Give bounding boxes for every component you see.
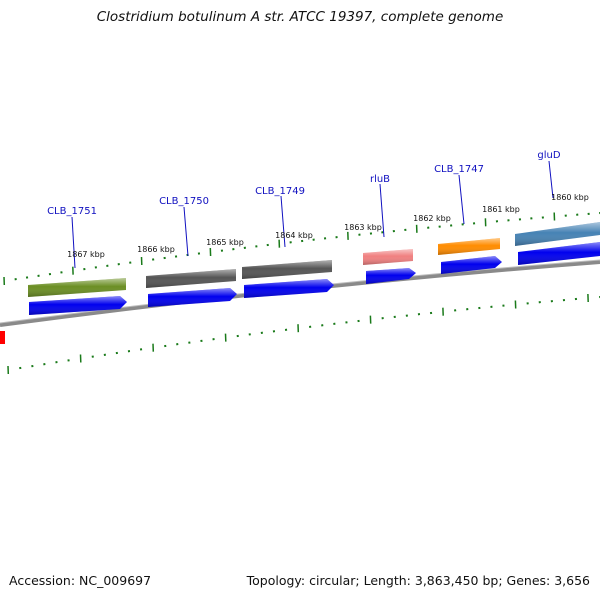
- scale-label-1861: 1861 kbp: [482, 205, 520, 214]
- scale-label-1863: 1863 kbp: [344, 223, 382, 232]
- scale-label-1865: 1865 kbp: [206, 238, 244, 247]
- offscreen-feature: [0, 331, 5, 344]
- cds-arrow-clb-1751[interactable]: [29, 296, 127, 315]
- scale-label-1862: 1862 kbp: [413, 214, 451, 223]
- cds-arrow-glud[interactable]: [518, 242, 600, 265]
- gene-label-glud[interactable]: gluD: [537, 150, 560, 161]
- scale-label-1860: 1860 kbp: [551, 193, 589, 202]
- gene-feature-clb-1749[interactable]: [242, 260, 332, 279]
- gene-label-clb-1750[interactable]: CLB_1750: [159, 196, 209, 207]
- cds-arrow-clb-1750[interactable]: [148, 288, 237, 307]
- cds-arrow-rlub[interactable]: [366, 268, 416, 284]
- lower-scale-ticks: [7, 293, 600, 375]
- genome-summary-label: Topology: circular; Length: 3,863,450 bp…: [246, 573, 590, 588]
- gene-label-rlub[interactable]: rluB: [370, 174, 390, 185]
- gene-feature-clb-1751[interactable]: [28, 278, 126, 297]
- scale-label-1866: 1866 kbp: [137, 245, 175, 254]
- gene-label-clb-1747[interactable]: CLB_1747: [434, 164, 484, 175]
- gene-feature-glud[interactable]: [515, 222, 600, 246]
- gene-label-clb-1751[interactable]: CLB_1751: [47, 206, 97, 217]
- gene-label-leaders: [71, 160, 554, 269]
- cds-arrow-clb-1749[interactable]: [244, 279, 334, 298]
- gene-feature-clb-1750[interactable]: [146, 269, 236, 288]
- accession-label: Accession: NC_009697: [9, 573, 152, 588]
- upper-scale-ticks: [3, 212, 600, 286]
- scale-label-1867: 1867 kbp: [67, 250, 105, 259]
- gene-label-clb-1749[interactable]: CLB_1749: [255, 186, 305, 197]
- cds-arrow-clb-1747[interactable]: [441, 256, 502, 274]
- map-title: Clostridium botulinum A str. ATCC 19397,…: [96, 9, 504, 25]
- gene-feature-clb-1747[interactable]: [438, 238, 500, 255]
- scale-label-1864: 1864 kbp: [275, 231, 313, 240]
- gene-feature-rlub[interactable]: [363, 249, 413, 265]
